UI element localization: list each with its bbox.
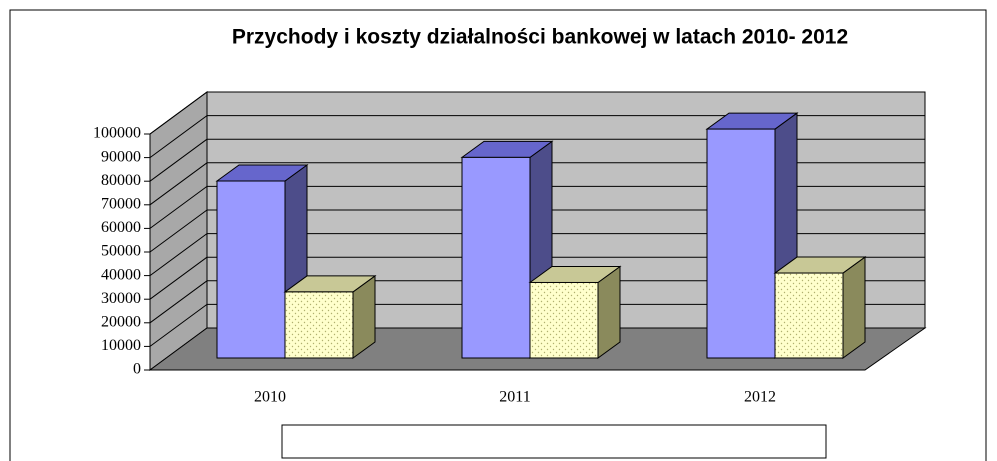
grid-line [149, 162, 208, 206]
y-tick-label: 60000 [101, 219, 141, 236]
grid-line [149, 233, 208, 277]
x-tick-label: 2010 [254, 389, 286, 406]
y-tick-label: 40000 [101, 266, 141, 283]
grid-line [149, 138, 208, 182]
bar [528, 265, 622, 359]
bar-front [284, 291, 354, 359]
grid-line [149, 303, 208, 347]
bar-front [774, 272, 844, 359]
grid-line [149, 280, 208, 324]
grid-line [149, 185, 208, 229]
y-tick-label: 70000 [101, 195, 141, 212]
y-tick-label: 50000 [101, 243, 141, 260]
bar-front [461, 156, 531, 359]
bar [705, 112, 799, 359]
bar-side [842, 256, 866, 359]
grid-line [149, 115, 208, 159]
bar [283, 274, 377, 359]
y-tick-label: 0 [133, 361, 141, 378]
legend [281, 424, 827, 459]
y-tick-label: 100000 [93, 125, 141, 142]
y-tick-label: 20000 [101, 313, 141, 330]
grid-line [149, 91, 208, 135]
grid-line [149, 209, 208, 253]
x-tick-label: 2012 [744, 389, 776, 406]
x-tick-label: 2011 [499, 389, 530, 406]
bar-front [216, 180, 286, 359]
y-tick-label: 90000 [101, 148, 141, 165]
bar-front [706, 128, 776, 359]
y-tick-label: 10000 [101, 337, 141, 354]
bar [773, 256, 867, 359]
chart-title: Przychody i koszty działalności bankowej… [232, 26, 848, 49]
grid-line [149, 256, 208, 300]
bar-front [529, 281, 599, 359]
y-tick-label: 80000 [101, 172, 141, 189]
y-tick-label: 30000 [101, 290, 141, 307]
